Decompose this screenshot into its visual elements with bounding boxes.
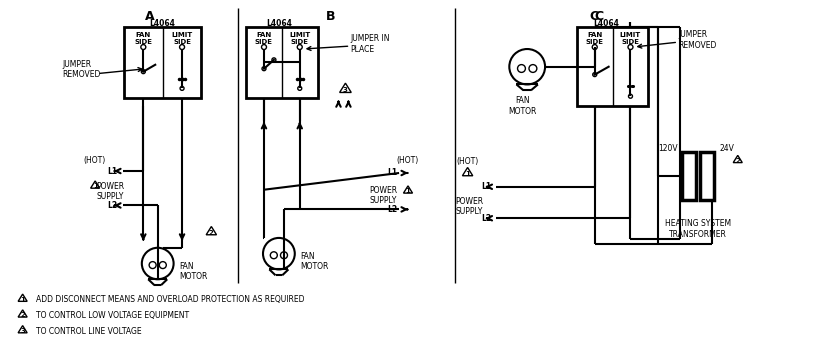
Text: ADD DISCONNECT MEANS AND OVERLOAD PROTECTION AS REQUIRED: ADD DISCONNECT MEANS AND OVERLOAD PROTEC… — [35, 295, 304, 304]
Text: FAN
MOTOR: FAN MOTOR — [180, 262, 208, 281]
Text: L2: L2 — [387, 205, 397, 214]
Text: POWER
SUPPLY: POWER SUPPLY — [369, 186, 397, 205]
Text: C: C — [594, 10, 603, 23]
Text: JUMPER
REMOVED: JUMPER REMOVED — [62, 60, 101, 79]
Text: FAN
MOTOR: FAN MOTOR — [301, 252, 329, 271]
Bar — [124, 27, 201, 98]
Text: FAN
MOTOR: FAN MOTOR — [508, 96, 537, 116]
Bar — [246, 27, 317, 98]
Text: L1: L1 — [107, 167, 117, 176]
Text: LIMIT
SIDE: LIMIT SIDE — [289, 32, 310, 45]
Text: 3: 3 — [343, 87, 348, 93]
Text: JUMPER
REMOVED: JUMPER REMOVED — [678, 30, 717, 50]
Text: FAN
SIDE: FAN SIDE — [134, 32, 152, 45]
Text: L1: L1 — [482, 182, 492, 191]
Text: (HOT): (HOT) — [83, 156, 106, 165]
Text: L2: L2 — [482, 214, 492, 223]
Text: A: A — [145, 10, 155, 23]
Text: 1: 1 — [92, 184, 97, 189]
Text: B: B — [326, 10, 335, 23]
Text: JUMPER IN
PLACE: JUMPER IN PLACE — [350, 34, 390, 54]
Text: L2: L2 — [107, 201, 117, 210]
Text: TO CONTROL LINE VOLTAGE: TO CONTROL LINE VOLTAGE — [35, 327, 142, 336]
Text: POWER
SUPPLY: POWER SUPPLY — [456, 197, 483, 216]
Bar — [700, 152, 714, 199]
Text: L4064: L4064 — [594, 19, 619, 28]
Text: 120V: 120V — [658, 144, 678, 153]
Text: L4064: L4064 — [266, 19, 292, 28]
Text: 2: 2 — [209, 230, 213, 236]
Text: 2: 2 — [735, 158, 740, 164]
Text: FAN
SIDE: FAN SIDE — [255, 32, 273, 45]
Text: TO CONTROL LOW VOLTAGE EQUIPMENT: TO CONTROL LOW VOLTAGE EQUIPMENT — [35, 311, 189, 320]
Text: C: C — [589, 10, 598, 23]
Bar — [682, 152, 696, 199]
Text: HEATING SYSTEM
TRANSFORMER: HEATING SYSTEM TRANSFORMER — [665, 219, 731, 239]
Text: 3: 3 — [20, 328, 25, 334]
Bar — [577, 27, 649, 106]
Text: 1: 1 — [465, 171, 470, 177]
Text: 2: 2 — [20, 312, 25, 318]
Text: 24V: 24V — [720, 144, 735, 153]
Text: L1: L1 — [387, 168, 397, 177]
Text: (HOT): (HOT) — [396, 156, 418, 165]
Text: LIMIT
SIDE: LIMIT SIDE — [172, 32, 193, 45]
Text: 1: 1 — [406, 188, 411, 194]
Text: 1: 1 — [20, 297, 25, 303]
Text: POWER
SUPPLY: POWER SUPPLY — [96, 182, 124, 201]
Text: LIMIT
SIDE: LIMIT SIDE — [620, 32, 641, 45]
Text: (HOT): (HOT) — [456, 157, 479, 166]
Text: FAN
SIDE: FAN SIDE — [586, 32, 604, 45]
Text: L4064: L4064 — [149, 19, 174, 28]
